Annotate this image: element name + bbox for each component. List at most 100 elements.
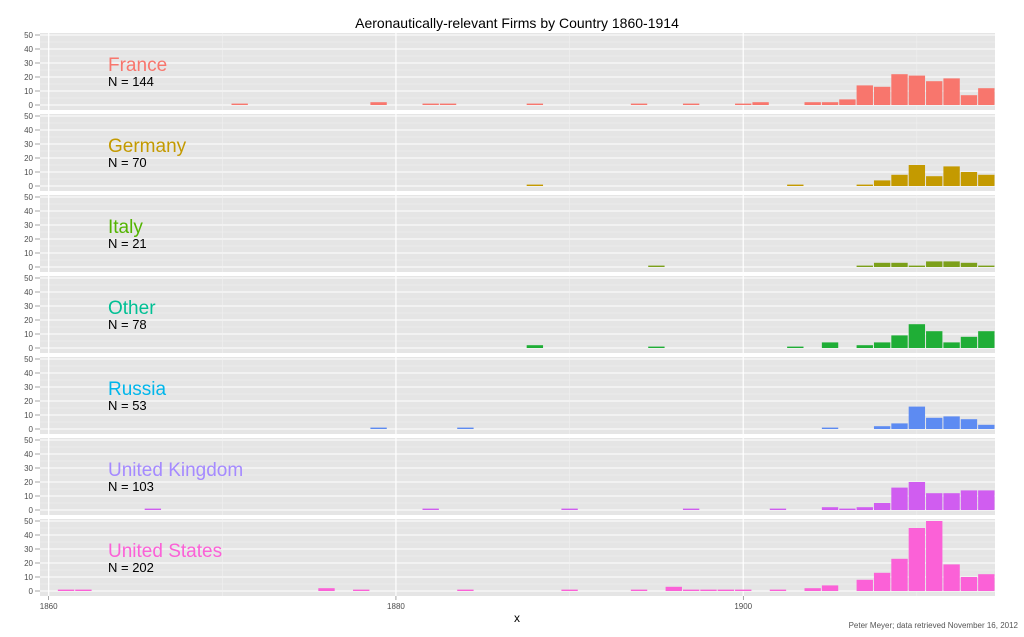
panel-title: Russia (108, 379, 167, 400)
caption: Peter Meyer; data retrieved November 16,… (849, 621, 1019, 630)
x-tick-label: 1900 (734, 602, 752, 611)
histogram-bar (526, 103, 544, 105)
y-tick-label: 50 (24, 31, 33, 40)
panel-count-label: N = 70 (108, 155, 147, 170)
histogram-bar (926, 417, 943, 429)
histogram-bar (735, 589, 752, 591)
histogram-bar (943, 78, 960, 105)
histogram-bar (926, 521, 943, 591)
histogram-bar (960, 172, 978, 186)
panel-background (40, 357, 995, 434)
histogram-bar (908, 265, 926, 267)
histogram-bar (457, 427, 474, 429)
panel-count-label: N = 78 (108, 317, 147, 332)
histogram-bar (908, 482, 926, 510)
panel-background (40, 438, 995, 515)
x-tick-label: 1860 (40, 602, 58, 611)
histogram-bar (978, 574, 995, 591)
y-tick-label: 0 (29, 101, 34, 110)
panel-title: Other (108, 298, 156, 319)
histogram-bar (735, 103, 752, 105)
y-tick-label: 0 (29, 506, 34, 515)
x-axis: 1860 1880 1900 (40, 596, 753, 611)
histogram-bar (821, 427, 839, 429)
histogram-bar (926, 261, 943, 267)
y-tick-label: 50 (24, 355, 33, 364)
histogram-bar (891, 262, 908, 267)
y-tick-label: 40 (24, 531, 33, 540)
y-tick-label: 20 (24, 235, 33, 244)
histogram-bar (873, 86, 891, 105)
histogram-bar (908, 165, 926, 186)
y-tick-label: 20 (24, 559, 33, 568)
y-tick-label: 40 (24, 450, 33, 459)
panel-count-label: N = 144 (108, 74, 154, 89)
panel-background (40, 519, 995, 596)
histogram-bar (648, 346, 665, 348)
y-tick-label: 40 (24, 126, 33, 135)
y-tick-label: 30 (24, 464, 33, 473)
histogram-bar (457, 589, 474, 591)
histogram-bar (422, 508, 439, 510)
histogram-bar (682, 589, 700, 591)
histogram-bar (821, 585, 839, 591)
y-tick-label: 30 (24, 545, 33, 554)
y-tick-label: 30 (24, 59, 33, 68)
histogram-bar (873, 180, 891, 186)
y-tick-label: 30 (24, 140, 33, 149)
panel-background (40, 195, 995, 272)
panel-title: Italy (108, 217, 143, 238)
y-tick-label: 0 (29, 587, 34, 596)
y-tick-label: 20 (24, 397, 33, 406)
histogram-bar (943, 342, 960, 348)
panel-title: United Kingdom (108, 460, 243, 481)
histogram-bar (717, 589, 735, 591)
histogram-bar (821, 507, 839, 510)
histogram-bar (943, 261, 960, 267)
panel-background (40, 33, 995, 110)
histogram-bar (370, 427, 387, 429)
y-tick-label: 40 (24, 369, 33, 378)
y-tick-label: 10 (24, 573, 33, 582)
histogram-bar (526, 345, 544, 348)
histogram-bar (960, 95, 978, 105)
histogram-bar (891, 423, 908, 429)
y-tick-label: 0 (29, 344, 34, 353)
histogram-bar (908, 75, 926, 105)
histogram-bar (960, 336, 978, 348)
histogram-bar (891, 74, 908, 105)
histogram-bar (839, 508, 856, 510)
histogram-bar (908, 324, 926, 348)
histogram-bar (75, 589, 92, 591)
histogram-bar (787, 346, 804, 348)
histogram-bar (978, 331, 995, 348)
y-tick-label: 30 (24, 383, 33, 392)
histogram-bar (891, 487, 908, 510)
histogram-bar (231, 103, 248, 105)
y-tick-label: 50 (24, 436, 33, 445)
histogram-bar (908, 406, 926, 429)
histogram-bar (856, 184, 873, 186)
histogram-bar (318, 588, 335, 591)
y-tick-label: 40 (24, 288, 33, 297)
y-tick-label: 50 (24, 193, 33, 202)
histogram-bar (978, 265, 995, 267)
y-tick-label: 0 (29, 425, 34, 434)
histogram-bar (769, 589, 787, 591)
y-tick-label: 10 (24, 492, 33, 501)
panel-count-label: N = 103 (108, 479, 154, 494)
y-tick-label: 30 (24, 221, 33, 230)
histogram-bar (804, 102, 821, 105)
histogram-bar (856, 85, 873, 105)
histogram-bar (926, 176, 943, 186)
histogram-bar (873, 572, 891, 591)
y-tick-label: 50 (24, 517, 33, 526)
y-tick-label: 20 (24, 316, 33, 325)
y-tick-label: 20 (24, 73, 33, 82)
histogram-bar (839, 99, 856, 105)
